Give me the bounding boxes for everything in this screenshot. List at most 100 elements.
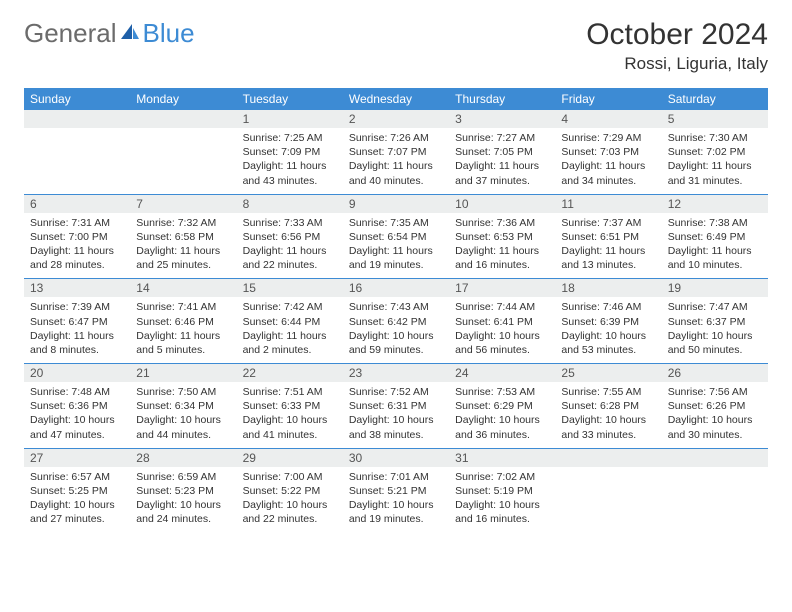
day-cell: 20Sunrise: 7:48 AMSunset: 6:36 PMDayligh… <box>24 364 130 448</box>
sunset-text: Sunset: 6:31 PM <box>349 399 443 413</box>
sunset-text: Sunset: 5:19 PM <box>455 484 549 498</box>
sunset-text: Sunset: 5:23 PM <box>136 484 230 498</box>
day-number: 31 <box>449 449 555 467</box>
day-body: Sunrise: 7:36 AMSunset: 6:53 PMDaylight:… <box>449 213 555 279</box>
sunrise-text: Sunrise: 7:01 AM <box>349 470 443 484</box>
day-body: Sunrise: 7:27 AMSunset: 7:05 PMDaylight:… <box>449 128 555 194</box>
day-cell: 21Sunrise: 7:50 AMSunset: 6:34 PMDayligh… <box>130 364 236 448</box>
day-body <box>662 467 768 476</box>
daylight-text: Daylight: 11 hours and 31 minutes. <box>668 159 762 187</box>
sunset-text: Sunset: 7:00 PM <box>30 230 124 244</box>
sunset-text: Sunset: 5:25 PM <box>30 484 124 498</box>
sunset-text: Sunset: 6:51 PM <box>561 230 655 244</box>
daylight-text: Daylight: 10 hours and 47 minutes. <box>30 413 124 441</box>
sunset-text: Sunset: 7:03 PM <box>561 145 655 159</box>
sunrise-text: Sunrise: 7:53 AM <box>455 385 549 399</box>
sunset-text: Sunset: 5:21 PM <box>349 484 443 498</box>
day-cell: 29Sunrise: 7:00 AMSunset: 5:22 PMDayligh… <box>237 449 343 533</box>
sunset-text: Sunset: 6:33 PM <box>243 399 337 413</box>
day-number: 4 <box>555 110 661 128</box>
sunrise-text: Sunrise: 7:52 AM <box>349 385 443 399</box>
day-number: 13 <box>24 279 130 297</box>
daylight-text: Daylight: 10 hours and 24 minutes. <box>136 498 230 526</box>
day-cell: 16Sunrise: 7:43 AMSunset: 6:42 PMDayligh… <box>343 279 449 363</box>
daylight-text: Daylight: 11 hours and 8 minutes. <box>30 329 124 357</box>
daylight-text: Daylight: 10 hours and 33 minutes. <box>561 413 655 441</box>
day-cell: 15Sunrise: 7:42 AMSunset: 6:44 PMDayligh… <box>237 279 343 363</box>
sunset-text: Sunset: 5:22 PM <box>243 484 337 498</box>
day-number: 3 <box>449 110 555 128</box>
sunrise-text: Sunrise: 7:48 AM <box>30 385 124 399</box>
sunrise-text: Sunrise: 7:35 AM <box>349 216 443 230</box>
day-body: Sunrise: 7:26 AMSunset: 7:07 PMDaylight:… <box>343 128 449 194</box>
day-number: 5 <box>662 110 768 128</box>
daylight-text: Daylight: 10 hours and 22 minutes. <box>243 498 337 526</box>
day-body: Sunrise: 7:50 AMSunset: 6:34 PMDaylight:… <box>130 382 236 448</box>
daylight-text: Daylight: 10 hours and 27 minutes. <box>30 498 124 526</box>
daylight-text: Daylight: 10 hours and 50 minutes. <box>668 329 762 357</box>
sunrise-text: Sunrise: 6:57 AM <box>30 470 124 484</box>
location: Rossi, Liguria, Italy <box>586 54 768 74</box>
sunrise-text: Sunrise: 7:46 AM <box>561 300 655 314</box>
day-body: Sunrise: 7:43 AMSunset: 6:42 PMDaylight:… <box>343 297 449 363</box>
day-cell: 18Sunrise: 7:46 AMSunset: 6:39 PMDayligh… <box>555 279 661 363</box>
day-body: Sunrise: 7:39 AMSunset: 6:47 PMDaylight:… <box>24 297 130 363</box>
logo-sail-icon <box>119 18 141 49</box>
day-number: 2 <box>343 110 449 128</box>
day-number: 6 <box>24 195 130 213</box>
daylight-text: Daylight: 10 hours and 38 minutes. <box>349 413 443 441</box>
day-number: 1 <box>237 110 343 128</box>
day-body: Sunrise: 7:53 AMSunset: 6:29 PMDaylight:… <box>449 382 555 448</box>
sunrise-text: Sunrise: 7:33 AM <box>243 216 337 230</box>
empty-cell <box>555 449 661 533</box>
day-number: 12 <box>662 195 768 213</box>
daylight-text: Daylight: 11 hours and 19 minutes. <box>349 244 443 272</box>
sunset-text: Sunset: 6:46 PM <box>136 315 230 329</box>
daylight-text: Daylight: 10 hours and 59 minutes. <box>349 329 443 357</box>
day-cell: 12Sunrise: 7:38 AMSunset: 6:49 PMDayligh… <box>662 195 768 279</box>
weekday-header: Tuesday <box>237 88 343 110</box>
sunrise-text: Sunrise: 6:59 AM <box>136 470 230 484</box>
day-number: 11 <box>555 195 661 213</box>
day-cell: 13Sunrise: 7:39 AMSunset: 6:47 PMDayligh… <box>24 279 130 363</box>
daylight-text: Daylight: 11 hours and 34 minutes. <box>561 159 655 187</box>
day-body: Sunrise: 7:52 AMSunset: 6:31 PMDaylight:… <box>343 382 449 448</box>
sunset-text: Sunset: 6:53 PM <box>455 230 549 244</box>
day-cell: 24Sunrise: 7:53 AMSunset: 6:29 PMDayligh… <box>449 364 555 448</box>
sunrise-text: Sunrise: 7:29 AM <box>561 131 655 145</box>
header: General Blue October 2024 Rossi, Liguria… <box>24 18 768 74</box>
day-cell: 28Sunrise: 6:59 AMSunset: 5:23 PMDayligh… <box>130 449 236 533</box>
day-body: Sunrise: 7:41 AMSunset: 6:46 PMDaylight:… <box>130 297 236 363</box>
day-body: Sunrise: 7:25 AMSunset: 7:09 PMDaylight:… <box>237 128 343 194</box>
title-block: October 2024 Rossi, Liguria, Italy <box>586 18 768 74</box>
weekday-header: Thursday <box>449 88 555 110</box>
day-cell: 10Sunrise: 7:36 AMSunset: 6:53 PMDayligh… <box>449 195 555 279</box>
day-number: 19 <box>662 279 768 297</box>
day-number: 15 <box>237 279 343 297</box>
day-cell: 31Sunrise: 7:02 AMSunset: 5:19 PMDayligh… <box>449 449 555 533</box>
day-body: Sunrise: 7:35 AMSunset: 6:54 PMDaylight:… <box>343 213 449 279</box>
day-number: 29 <box>237 449 343 467</box>
sunrise-text: Sunrise: 7:44 AM <box>455 300 549 314</box>
sunset-text: Sunset: 6:54 PM <box>349 230 443 244</box>
day-cell: 23Sunrise: 7:52 AMSunset: 6:31 PMDayligh… <box>343 364 449 448</box>
daylight-text: Daylight: 11 hours and 16 minutes. <box>455 244 549 272</box>
sunset-text: Sunset: 6:56 PM <box>243 230 337 244</box>
sunrise-text: Sunrise: 7:38 AM <box>668 216 762 230</box>
day-body: Sunrise: 7:02 AMSunset: 5:19 PMDaylight:… <box>449 467 555 533</box>
day-cell: 6Sunrise: 7:31 AMSunset: 7:00 PMDaylight… <box>24 195 130 279</box>
day-cell: 3Sunrise: 7:27 AMSunset: 7:05 PMDaylight… <box>449 110 555 194</box>
day-number: 25 <box>555 364 661 382</box>
week-row: 13Sunrise: 7:39 AMSunset: 6:47 PMDayligh… <box>24 278 768 363</box>
sunset-text: Sunset: 7:05 PM <box>455 145 549 159</box>
logo-text-general: General <box>24 18 117 49</box>
day-cell: 30Sunrise: 7:01 AMSunset: 5:21 PMDayligh… <box>343 449 449 533</box>
empty-cell <box>24 110 130 194</box>
day-cell: 14Sunrise: 7:41 AMSunset: 6:46 PMDayligh… <box>130 279 236 363</box>
sunset-text: Sunset: 7:07 PM <box>349 145 443 159</box>
sunset-text: Sunset: 6:41 PM <box>455 315 549 329</box>
sunrise-text: Sunrise: 7:02 AM <box>455 470 549 484</box>
daylight-text: Daylight: 11 hours and 5 minutes. <box>136 329 230 357</box>
sunset-text: Sunset: 6:34 PM <box>136 399 230 413</box>
week-row: 1Sunrise: 7:25 AMSunset: 7:09 PMDaylight… <box>24 110 768 194</box>
